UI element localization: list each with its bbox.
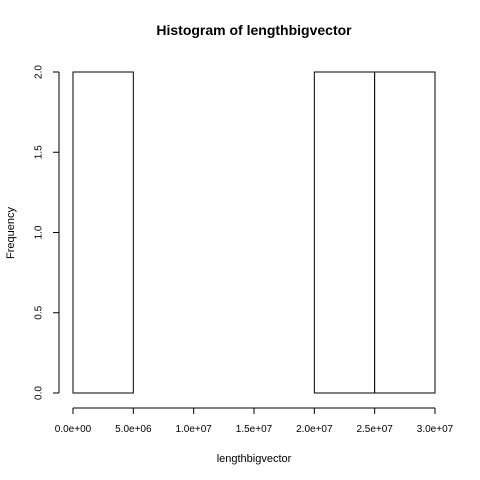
x-tick-label: 3.0e+07 <box>417 424 454 435</box>
x-tick-label: 2.0e+07 <box>296 424 333 435</box>
x-tick-label: 5.0e+06 <box>115 424 152 435</box>
y-tick-label: 0.0 <box>34 386 45 400</box>
chart-title: Histogram of lengthbigvector <box>156 22 352 38</box>
histogram-bar <box>314 72 374 393</box>
y-axis: 0.0 0.5 1.0 1.5 2.0 <box>34 65 59 400</box>
histogram-bar <box>375 72 435 393</box>
x-tick-label: 0.0e+00 <box>55 424 92 435</box>
y-tick-label: 2.0 <box>34 65 45 79</box>
y-tick-label: 0.5 <box>34 305 45 319</box>
histogram-bar <box>73 72 133 393</box>
x-axis-label: lengthbigvector <box>217 453 292 465</box>
x-tick-label: 2.5e+07 <box>356 424 393 435</box>
bars-group <box>73 72 435 393</box>
y-axis-label: Frequency <box>5 207 17 259</box>
y-tick-label: 1.5 <box>34 145 45 159</box>
x-axis: 0.0e+00 5.0e+06 1.0e+07 1.5e+07 2.0e+07 2.5e+… <box>55 408 454 435</box>
y-tick-label: 1.0 <box>34 225 45 239</box>
x-tick-label: 1.0e+07 <box>175 424 212 435</box>
x-tick-label: 1.5e+07 <box>236 424 273 435</box>
